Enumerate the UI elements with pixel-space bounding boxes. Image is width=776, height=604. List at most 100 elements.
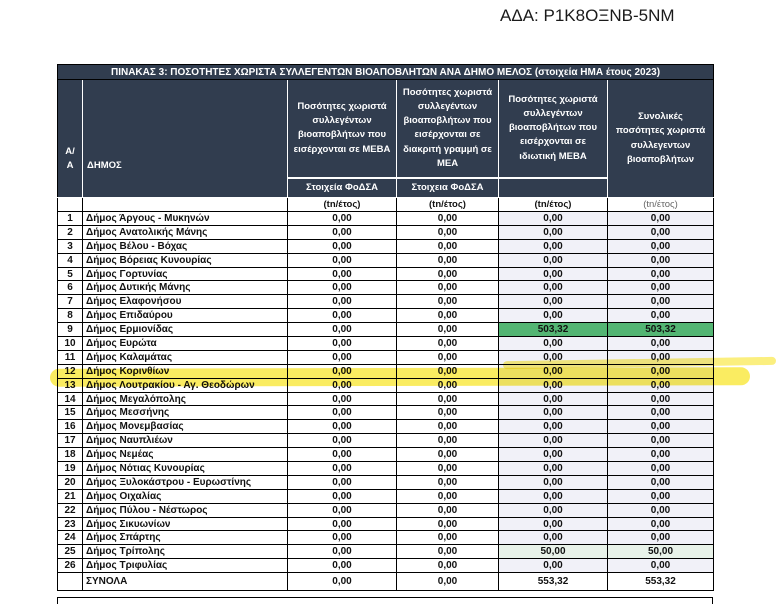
value-cell: 0,00 xyxy=(607,238,714,254)
row-number: 17 xyxy=(57,433,83,449)
value-cell: 0,00 xyxy=(498,336,608,351)
value-cell: 0,00 xyxy=(396,516,499,532)
table-row: 6 Δήμος Δυτικής Μάνης 0,00 0,00 0,00 0,00 xyxy=(57,280,714,296)
table-row: 2 Δήμος Ανατολικής Μάνης 0,00 0,00 0,00 0,00 xyxy=(57,224,714,240)
table-row: 1 Δήμος Άργους - Μυκηνών 0,00 0,00 0,00 0,00 xyxy=(57,211,714,226)
row-number: 25 xyxy=(57,544,83,560)
value-cell: 0,00 xyxy=(607,266,714,282)
value-cell: 0,00 xyxy=(396,405,499,421)
municipality-name: Δήμος Νότιας Κυνουρίας xyxy=(82,461,288,476)
value-cell: 0,00 xyxy=(287,266,397,282)
value-cell: 0,00 xyxy=(287,502,397,518)
unit-private-meva: (tn/έτος) xyxy=(498,197,608,212)
value-cell: 0,00 xyxy=(287,363,397,379)
value-cell: 0,00 xyxy=(607,280,714,296)
value-cell: 503,32 xyxy=(498,322,608,338)
value-cell: 0,00 xyxy=(287,252,397,268)
value-cell: 0,00 xyxy=(607,252,714,268)
value-cell: 0,00 xyxy=(396,363,499,379)
municipality-name: Δήμος Τριφυλίας xyxy=(82,558,288,574)
municipality-name: Δήμος Γορτυνίας xyxy=(82,266,288,282)
table-row: 17 Δήμος Ναυπλιέων 0,00 0,00 0,00 0,00 xyxy=(57,433,714,449)
header-dimos: ΔΗΜΟΣ xyxy=(82,79,288,198)
value-cell: 0,00 xyxy=(396,308,499,324)
municipality-name: Δήμος Βόρειας Κυνουρίας xyxy=(82,252,288,268)
header-col-private-meva: Ποσότητες χωριστά συλλεγέντων βιοαποβλήτ… xyxy=(498,79,608,178)
value-cell: 0,00 xyxy=(498,461,608,476)
value-cell: 0,00 xyxy=(287,516,397,532)
value-cell: 0,00 xyxy=(498,266,608,282)
totals-empty-aa xyxy=(57,572,83,592)
value-cell: 0,00 xyxy=(287,238,397,254)
value-cell: 0,00 xyxy=(287,419,397,435)
municipality-name: Δήμος Νεμέας xyxy=(82,447,288,463)
value-cell: 0,00 xyxy=(607,419,714,435)
unit-empty-aa xyxy=(57,197,83,212)
header-col-mea: Ποσότητες χωριστά συλλεγέντων βιοαποβλήτ… xyxy=(396,79,499,178)
value-cell: 0,00 xyxy=(498,363,608,379)
header-col-meva: Ποσότητες χωριστά συλλεγέντων βιοαποβλήτ… xyxy=(287,79,397,178)
value-cell: 0,00 xyxy=(287,433,397,449)
municipality-name: Δήμος Άργους - Μυκηνών xyxy=(82,211,288,226)
value-cell: 0,00 xyxy=(498,502,608,518)
value-cell: 0,00 xyxy=(396,433,499,449)
subheader-fodsa-1: Στοιχεία ΦοΔΣΑ xyxy=(287,176,397,198)
value-cell: 0,00 xyxy=(287,530,397,546)
row-number: 18 xyxy=(57,447,83,463)
value-cell: 0,00 xyxy=(287,544,397,560)
value-cell: 0,00 xyxy=(287,474,397,490)
municipality-name: Δήμος Ναυπλιέων xyxy=(82,433,288,449)
unit-total: (tn/έτος) xyxy=(607,197,714,212)
value-cell: 0,00 xyxy=(498,405,608,421)
municipality-name: Δήμος Μονεμβασίας xyxy=(82,419,288,435)
municipality-name: Δήμος Επιδαύρου xyxy=(82,308,288,324)
row-number: 14 xyxy=(57,391,83,407)
value-cell: 0,00 xyxy=(607,377,714,393)
value-cell: 0,00 xyxy=(396,336,499,351)
value-cell: 50,00 xyxy=(607,544,714,560)
row-number: 2 xyxy=(57,224,83,240)
municipality-name: Δήμος Κορινθίων xyxy=(82,363,288,379)
row-number: 6 xyxy=(57,280,83,296)
value-cell: 0,00 xyxy=(287,336,397,351)
value-cell: 0,00 xyxy=(607,474,714,490)
totals-total: 553,32 xyxy=(607,572,714,592)
value-cell: 0,00 xyxy=(396,280,499,296)
value-cell: 0,00 xyxy=(396,266,499,282)
table-body: 1 Δήμος Άργους - Μυκηνών 0,00 0,00 0,00 0,00 2… xyxy=(57,211,714,574)
value-cell: 0,00 xyxy=(287,377,397,393)
value-cell: 0,00 xyxy=(607,447,714,463)
value-cell: 0,00 xyxy=(498,433,608,449)
row-number: 24 xyxy=(57,530,83,546)
municipality-name: Δήμος Μεγαλόπολης xyxy=(82,391,288,407)
value-cell: 0,00 xyxy=(607,294,714,310)
table-row: 16 Δήμος Μονεμβασίας 0,00 0,00 0,00 0,00 xyxy=(57,419,714,435)
value-cell: 0,00 xyxy=(607,336,714,351)
table-row: 8 Δήμος Επιδαύρου 0,00 0,00 0,00 0,00 xyxy=(57,308,714,324)
value-cell: 0,00 xyxy=(498,474,608,490)
header-aa: Α/Α xyxy=(57,79,83,198)
value-cell: 0,00 xyxy=(607,530,714,546)
unit-meva: (tn/έτος) xyxy=(287,197,397,212)
value-cell: 0,00 xyxy=(396,377,499,393)
row-number: 9 xyxy=(57,322,83,338)
table-row: 12 Δήμος Κορινθίων 0,00 0,00 0,00 0,00 xyxy=(57,363,714,379)
value-cell: 0,00 xyxy=(607,211,714,226)
table-row: 18 Δήμος Νεμέας 0,00 0,00 0,00 0,00 xyxy=(57,447,714,463)
row-number: 11 xyxy=(57,349,83,365)
municipality-name: Δήμος Ερμιονίδας xyxy=(82,322,288,338)
table-3-container: ΠΙΝΑΚΑΣ 3: ΠΟΣΟΤΗΤΕΣ ΧΩΡΙΣΤΑ ΣΥΛΛΕΓΕΝΤΩΝ… xyxy=(57,64,714,592)
table-title-row: ΠΙΝΑΚΑΣ 3: ΠΟΣΟΤΗΤΕΣ ΧΩΡΙΣΤΑ ΣΥΛΛΕΓΕΝΤΩΝ… xyxy=(57,64,714,80)
value-cell: 0,00 xyxy=(498,252,608,268)
value-cell: 0,00 xyxy=(498,280,608,296)
subheader-empty xyxy=(498,176,608,198)
row-number: 23 xyxy=(57,516,83,532)
totals-meva: 0,00 xyxy=(287,572,397,592)
table-row: 4 Δήμος Βόρειας Κυνουρίας 0,00 0,00 0,00 0,00 xyxy=(57,252,714,268)
value-cell: 0,00 xyxy=(287,322,397,338)
value-cell: 0,00 xyxy=(396,224,499,240)
table-row: 20 Δήμος Ξυλοκάστρου - Ευρωστίνης 0,00 0,00… xyxy=(57,474,714,490)
value-cell: 0,00 xyxy=(498,211,608,226)
value-cell: 0,00 xyxy=(287,349,397,365)
municipality-name: Δήμος Δυτικής Μάνης xyxy=(82,280,288,296)
